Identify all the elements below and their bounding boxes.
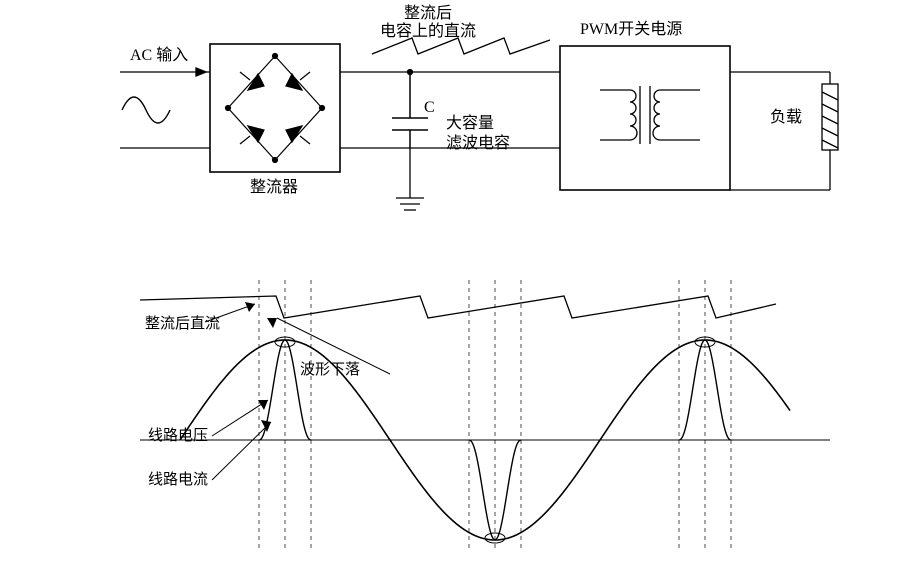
voltage-label: 线路电压: [148, 427, 208, 444]
waveform-diagram: 整流后直流波形下落线路电压线路电流: [0, 230, 921, 564]
big-cap-label-1: 大容量: [446, 114, 494, 132]
pwm-block: [560, 46, 730, 190]
load-block: [822, 84, 838, 150]
output-wires: [730, 72, 830, 190]
dc-ripple-trace: [140, 296, 776, 318]
current-label: 线路电流: [148, 471, 208, 488]
input-wires: [120, 68, 210, 148]
after-rect-label-1: 整流后: [404, 4, 452, 22]
rectifier-block: [210, 44, 340, 172]
after-rect-label-2: 电容上的直流: [380, 22, 476, 40]
filter-capacitor: [392, 72, 428, 148]
waveform-drop-label: 波形下落: [300, 361, 360, 378]
dc-trace-label: 整流后直流: [145, 315, 220, 332]
rectifier-label: 整流器: [250, 178, 298, 196]
capacitor-c-label: C: [424, 99, 435, 116]
ac-input-label: AC 输入: [130, 46, 188, 64]
ac-input-sine-icon: [122, 97, 170, 123]
pwm-label: PWM开关电源: [580, 20, 682, 38]
big-cap-label-2: 滤波电容: [446, 134, 510, 152]
circuit-diagram: AC 输入 整流器: [0, 0, 921, 230]
load-label: 负载: [770, 108, 802, 126]
dc-ripple-icon: [372, 38, 550, 54]
